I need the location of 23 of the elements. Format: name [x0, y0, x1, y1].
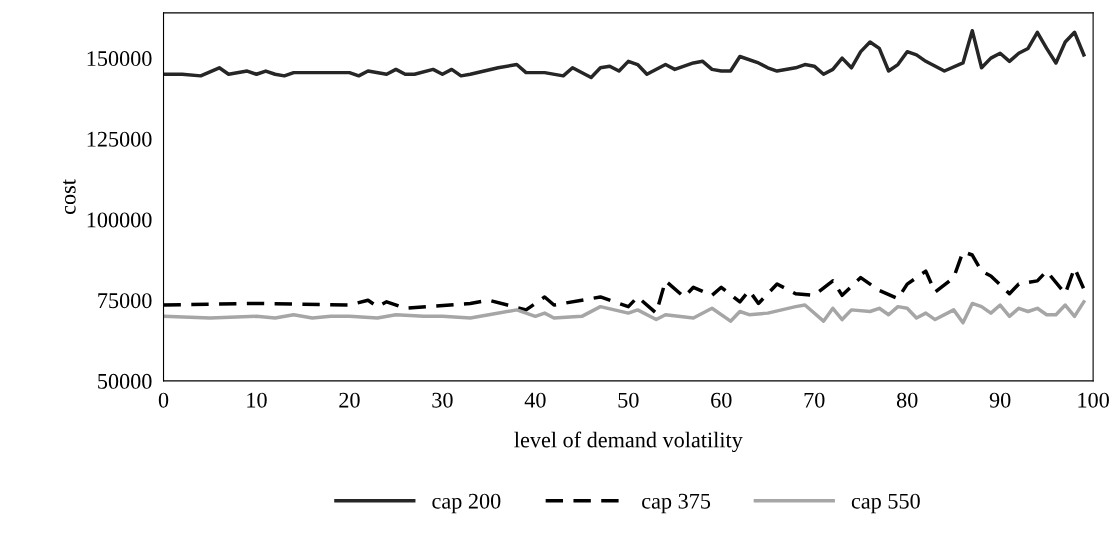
x-tick-label: 40 [524, 392, 546, 408]
y-tick-label: 125000 [87, 131, 152, 147]
x-tick-label: 0 [158, 392, 169, 408]
legend-label: cap 550 [851, 493, 920, 514]
x-tick-label: 70 [804, 392, 825, 408]
x-tick-label: 80 [896, 392, 918, 408]
x-tick-label: 20 [339, 392, 360, 408]
x-tick-label: 50 [618, 392, 639, 408]
x-tick-label: 90 [989, 392, 1011, 408]
x-tick-label: 100 [1078, 392, 1109, 408]
x-axis-title: level of demand volatility [514, 431, 743, 453]
x-tick-label: 30 [432, 392, 453, 408]
y-tick-label: 100000 [87, 212, 152, 228]
x-tick-label: 10 [247, 392, 267, 408]
y-axis-title: cost [62, 179, 76, 214]
legend-label: cap 200 [432, 493, 501, 514]
line-series [163, 28, 1086, 80]
x-tick-label: 60 [711, 392, 732, 408]
legend-label: cap 375 [642, 493, 711, 514]
line-series [163, 300, 1086, 325]
y-tick-label: 50000 [98, 373, 152, 389]
y-tick-label: 150000 [87, 51, 152, 67]
y-tick-label: 75000 [98, 293, 152, 309]
